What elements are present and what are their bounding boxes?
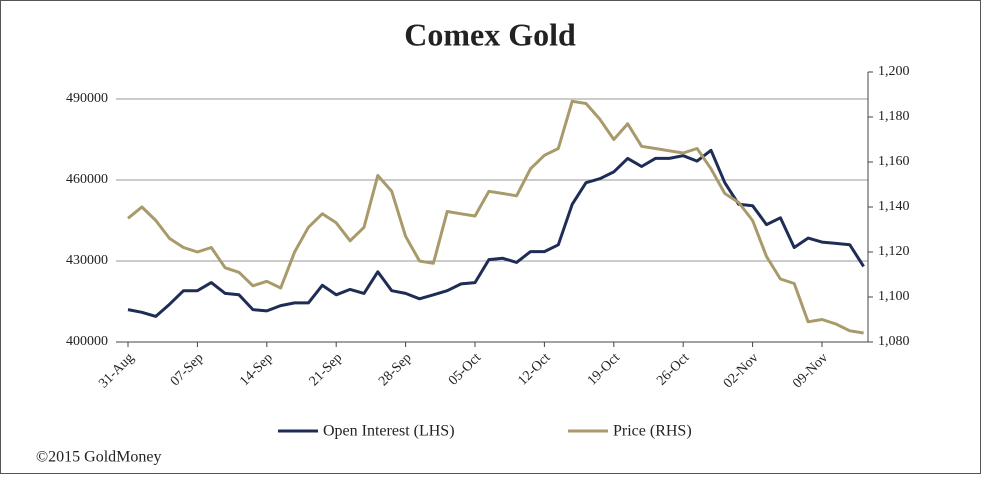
- legend-label: Price (RHS): [613, 423, 692, 440]
- y2-tick-label: 1,100: [878, 289, 910, 304]
- y2-tick-label: 1,080: [878, 334, 910, 349]
- y-tick-label: 430000: [66, 253, 108, 268]
- legend-label: Open Interest (LHS): [323, 423, 455, 440]
- footer: ©2015 GoldMoney: [36, 449, 161, 466]
- chart-title: Comex Gold: [404, 16, 576, 52]
- y2-tick-label: 1,200: [878, 64, 910, 79]
- y2-tick-label: 1,120: [878, 244, 910, 259]
- y-tick-label: 400000: [66, 334, 108, 349]
- y2-tick-label: 1,180: [878, 109, 910, 124]
- y-tick-label: 460000: [66, 172, 108, 187]
- y2-tick-label: 1,140: [878, 199, 910, 214]
- line-series: [127, 99, 864, 335]
- y2-tick-label: 1,160: [878, 154, 910, 169]
- y-tick-label: 490000: [66, 91, 108, 106]
